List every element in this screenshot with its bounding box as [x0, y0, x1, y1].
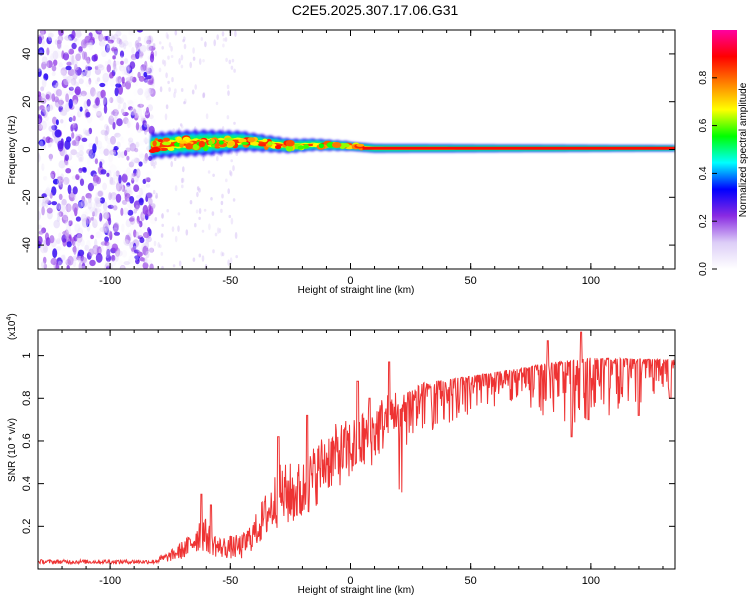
snr-xtick-label: 0 [347, 575, 353, 587]
snr-xtick-label: -100 [99, 575, 121, 587]
spectrogram-axes: -100 -50 0 50 100 -40 -20 0 20 40 [21, 30, 675, 287]
colorbar-tick-label: 0.2 [698, 214, 709, 228]
snr-panel: -100 -50 0 50 100 0.2 0.4 0.6 0.8 1 Height of str… [6, 313, 676, 596]
spectrogram-ytick-label: 40 [21, 48, 33, 60]
colorbar-tick-label: 0.8 [698, 70, 709, 84]
spectrogram-ytick-label: 0 [21, 146, 33, 152]
snr-frame [37, 329, 676, 570]
spectrogram-xtick-label: 0 [347, 275, 353, 287]
spectrogram-ytick-label: -20 [21, 189, 33, 205]
snr-ylabel: SNR (10 * v/v) [7, 418, 18, 482]
snr-series-line [38, 331, 675, 566]
spectrogram-xtick-label: 50 [465, 275, 477, 287]
snr-ytick-label: 1 [21, 353, 33, 359]
snr-ytick-label: 0.4 [21, 476, 33, 491]
spectrogram-xlabel: Height of straight line (km) [298, 285, 415, 296]
snr-xtick-label: 50 [465, 575, 477, 587]
snr-ytick-label: 0.6 [21, 433, 33, 448]
spectrogram-xtick-label: -50 [222, 275, 238, 287]
snr-axes: -100 -50 0 50 100 0.2 0.4 0.6 0.8 1 [21, 330, 675, 587]
snr-exponent-power: 4 [6, 317, 13, 321]
snr-xtick-label: -50 [222, 575, 238, 587]
colorbar: 0.0 0.2 0.4 0.6 0.8 Normalized spectral ampl… [698, 30, 749, 276]
spectrogram-panel: -100 -50 0 50 100 -40 -20 0 20 40 Height of strai… [7, 29, 676, 296]
figure-title: C2E5.2025.307.17.06.G31 [292, 2, 459, 18]
spectrogram-xtick-label: -100 [99, 275, 121, 287]
spectrogram-ytick-label: -40 [21, 237, 33, 253]
snr-xlabel: Height of straight line (km) [298, 585, 415, 596]
snr-ytick-label: 0.2 [21, 519, 33, 534]
spectrogram-ylabel: Frequency (Hz) [7, 116, 18, 185]
colorbar-tick-label: 0.4 [698, 166, 709, 180]
spectrogram-image [38, 30, 675, 269]
colorbar-tick-label: 0.6 [698, 118, 709, 132]
colorbar-ticks: 0.0 0.2 0.4 0.6 0.8 [698, 70, 717, 276]
colorbar-bar [712, 30, 737, 269]
snr-ytick-label: 0.8 [21, 391, 33, 406]
spectrogram-ridge [148, 129, 675, 160]
spectrogram-xtick-label: 100 [582, 275, 600, 287]
colorbar-tick-label: 0.0 [698, 262, 709, 276]
colorbar-label: Normalized spectral amplitude [738, 82, 749, 217]
spectrogram-ytick-label: 20 [21, 96, 33, 108]
snr-xtick-label: 100 [582, 575, 600, 587]
spectrogram-noise [38, 30, 239, 269]
snr-exponent: (x104) [6, 313, 18, 340]
